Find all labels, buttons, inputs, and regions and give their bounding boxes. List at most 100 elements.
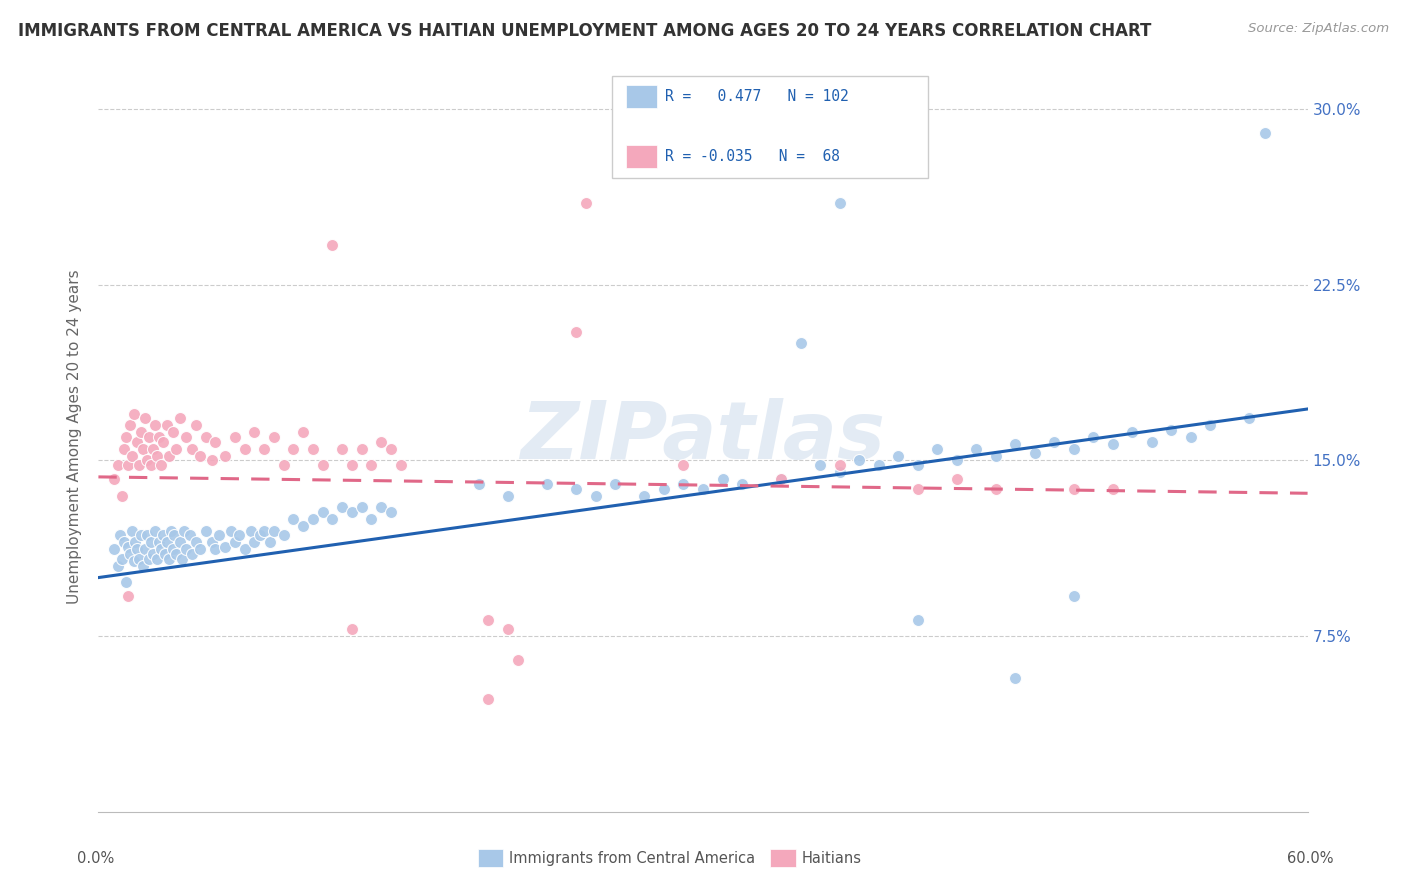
Point	[672, 458, 695, 473]
Point	[1180, 430, 1202, 444]
Point	[370, 500, 392, 515]
Point	[1043, 434, 1066, 449]
Point	[156, 535, 179, 549]
Point	[692, 482, 714, 496]
Point	[103, 472, 125, 486]
Point	[239, 524, 262, 538]
Point	[808, 458, 831, 473]
Point	[108, 528, 131, 542]
Point	[184, 535, 207, 549]
Point	[965, 442, 987, 456]
Point	[114, 575, 136, 590]
Point	[139, 535, 162, 549]
Point	[146, 551, 169, 566]
Point	[131, 528, 153, 542]
Point	[142, 442, 165, 456]
Point	[134, 411, 156, 425]
Text: Source: ZipAtlas.com: Source: ZipAtlas.com	[1249, 22, 1389, 36]
Point	[1237, 411, 1260, 425]
Point	[157, 449, 180, 463]
Point	[672, 476, 695, 491]
Point	[769, 472, 792, 486]
Point	[789, 336, 811, 351]
Point	[848, 453, 870, 467]
Point	[214, 449, 236, 463]
Point	[828, 465, 851, 479]
Point	[122, 554, 145, 568]
Point	[340, 505, 363, 519]
Point	[1199, 418, 1222, 433]
Point	[208, 528, 231, 542]
Point	[111, 489, 134, 503]
Point	[731, 476, 754, 491]
Point	[138, 430, 160, 444]
Point	[194, 430, 217, 444]
Point	[188, 542, 211, 557]
Text: R = -0.035   N =  68: R = -0.035 N = 68	[665, 149, 839, 163]
Point	[253, 442, 276, 456]
Point	[111, 551, 134, 566]
Point	[134, 542, 156, 557]
Point	[233, 442, 256, 456]
Point	[575, 195, 598, 210]
Point	[1140, 434, 1163, 449]
Point	[214, 540, 236, 554]
Point	[536, 476, 558, 491]
Point	[312, 458, 335, 473]
Point	[605, 476, 627, 491]
Text: 60.0%: 60.0%	[1286, 851, 1334, 865]
Point	[103, 542, 125, 557]
Point	[204, 542, 226, 557]
Point	[162, 425, 184, 440]
Point	[565, 482, 588, 496]
Text: Immigrants from Central America: Immigrants from Central America	[509, 851, 755, 865]
Point	[711, 472, 734, 486]
Point	[114, 430, 136, 444]
Point	[156, 418, 179, 433]
Point	[107, 458, 129, 473]
Point	[165, 442, 187, 456]
Point	[128, 458, 150, 473]
Point	[1063, 442, 1085, 456]
Point	[131, 425, 153, 440]
Point	[200, 453, 222, 467]
Point	[228, 528, 250, 542]
Point	[273, 528, 295, 542]
Point	[138, 551, 160, 566]
Y-axis label: Unemployment Among Ages 20 to 24 years: Unemployment Among Ages 20 to 24 years	[67, 269, 83, 605]
Point	[1253, 126, 1275, 140]
Point	[496, 489, 519, 503]
Point	[1024, 446, 1046, 460]
Point	[585, 489, 607, 503]
Point	[136, 528, 159, 542]
Point	[142, 547, 165, 561]
Point	[389, 458, 412, 473]
Point	[149, 542, 172, 557]
Point	[152, 434, 174, 449]
Point	[984, 482, 1007, 496]
Text: Haitians: Haitians	[801, 851, 862, 865]
Point	[112, 535, 135, 549]
Point	[117, 458, 139, 473]
Point	[263, 430, 285, 444]
Point	[380, 442, 402, 456]
Point	[263, 524, 285, 538]
Point	[360, 458, 382, 473]
Point	[1063, 482, 1085, 496]
Point	[224, 430, 246, 444]
Point	[380, 505, 402, 519]
Point	[117, 540, 139, 554]
Point	[1101, 437, 1123, 451]
Point	[121, 449, 143, 463]
Point	[152, 528, 174, 542]
Point	[139, 458, 162, 473]
Point	[633, 489, 655, 503]
Point	[188, 449, 211, 463]
Point	[143, 524, 166, 538]
Point	[169, 535, 191, 549]
Point	[200, 535, 222, 549]
Point	[146, 449, 169, 463]
Point	[148, 430, 170, 444]
Point	[132, 558, 155, 573]
Point	[181, 442, 204, 456]
